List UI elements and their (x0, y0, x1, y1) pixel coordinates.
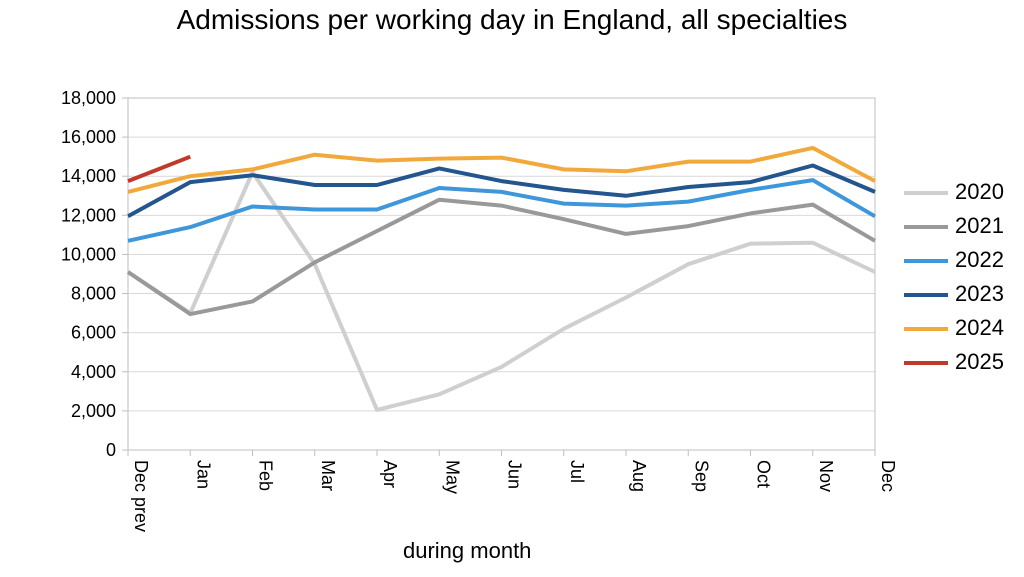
series-line-2025 (127, 154, 192, 183)
x-axis-label: during month (403, 538, 532, 563)
y-tick-label: 2,000 (71, 401, 116, 421)
y-tick-label: 16,000 (61, 127, 116, 147)
x-tick-label: Nov (816, 460, 836, 492)
series-line-2020 (126, 170, 876, 412)
legend-swatch (904, 259, 948, 263)
legend-item-2022: 2022 (904, 244, 1019, 278)
x-tick-label: Sep (691, 460, 711, 492)
y-tick-label: 14,000 (61, 166, 116, 186)
x-tick-label: Mar (318, 460, 338, 491)
series-line-2021 (126, 197, 877, 317)
series-line-2023 (127, 163, 876, 219)
x-tick-label: Aug (629, 460, 649, 492)
series-line-2024 (127, 145, 876, 194)
x-tick-label: Jan (193, 460, 213, 489)
legend-label: 2024 (955, 315, 1004, 340)
legend-label: 2022 (955, 247, 1004, 272)
y-tick-label: 10,000 (61, 244, 116, 264)
x-tick-label: Jun (505, 460, 525, 489)
chart-title: Admissions per working day in England, a… (176, 4, 848, 35)
x-tick-label: Dec prev (131, 460, 151, 532)
y-tick-label: 6,000 (71, 323, 116, 343)
legend-swatch (904, 293, 948, 297)
legend-label: 2025 (955, 349, 1004, 374)
y-axis-ticks: 0 2,000 4,000 6,000 8,000 10,000 12,000 14,000 1… (61, 88, 128, 460)
x-tick-label: May (442, 460, 462, 494)
gridlines (128, 97, 875, 451)
legend-item-2023: 2023 (904, 278, 1019, 312)
series-lines (126, 145, 877, 412)
x-tick-label: Jul (567, 460, 587, 483)
x-tick-label: Dec (878, 460, 898, 492)
x-tick-label: Feb (256, 460, 276, 491)
legend-swatch (904, 225, 948, 229)
y-tick-label: 4,000 (71, 362, 116, 382)
plot-area (127, 97, 876, 451)
y-tick-label: 8,000 (71, 284, 116, 304)
x-tick-label: Oct (754, 460, 774, 488)
legend-item-2020: 2020 (904, 176, 1019, 210)
series-line-2022 (127, 178, 877, 243)
legend-swatch (904, 327, 948, 331)
x-tick-label: Apr (380, 460, 400, 488)
legend-item-2021: 2021 (904, 210, 1019, 244)
legend-swatch (904, 361, 948, 365)
legend-item-2024: 2024 (904, 312, 1019, 346)
legend-item-2025: 2025 (904, 346, 1019, 380)
y-tick-label: 18,000 (61, 88, 116, 108)
legend-swatch (904, 191, 948, 195)
legend-label: 2023 (955, 281, 1004, 306)
legend-label: 2020 (955, 179, 1004, 204)
x-axis-ticks: Dec prev Jan Feb Mar Apr May Jun Jul Aug Sep Oct No… (127, 450, 898, 532)
y-tick-label: 0 (106, 440, 116, 460)
y-tick-label: 12,000 (61, 205, 116, 225)
legend-label: 2021 (955, 213, 1004, 238)
